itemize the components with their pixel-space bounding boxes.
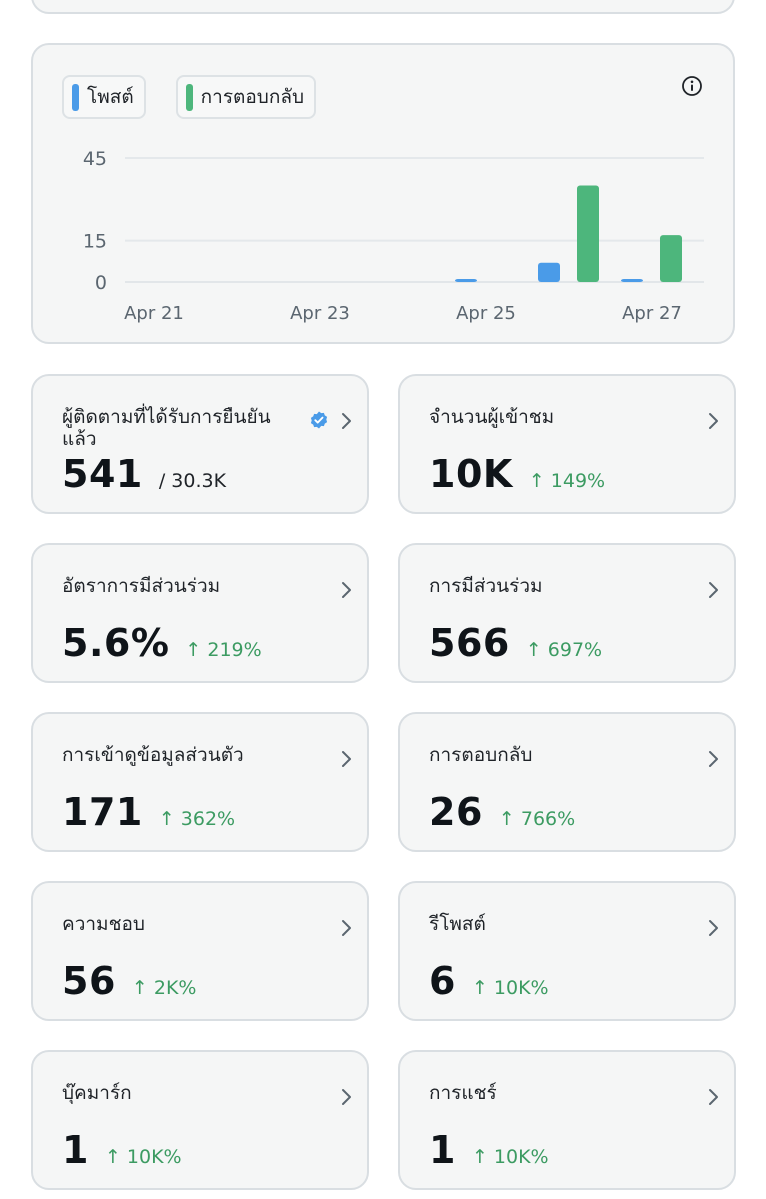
stat-card[interactable]: อัตราการมีส่วนร่วม 5.6% ↑ 219%	[31, 543, 369, 683]
stat-title: บุ๊คมาร์ก	[62, 1082, 132, 1104]
legend-posts-swatch	[72, 83, 79, 111]
stat-value-row: 56 ↑ 2K%	[62, 959, 196, 1003]
chevron-right-icon	[709, 751, 718, 767]
activity-chart-card: 45 15 0 Apr 21 Apr 23 Apr 25 Apr 27 โพสต์ การต…	[31, 43, 735, 344]
stat-value-row: 6 ↑ 10K%	[429, 959, 549, 1003]
stat-title: การตอบกลับ	[429, 744, 533, 766]
stat-value: 26	[429, 790, 483, 834]
stat-value-row: 541 / 30.3K	[62, 452, 226, 496]
legend-posts-label: โพสต์	[87, 86, 134, 108]
chevron-right-icon	[709, 413, 718, 429]
stat-value: 10K	[429, 452, 513, 496]
stat-value: 56	[62, 959, 116, 1003]
y-tick-label: 15	[83, 231, 107, 253]
chevron-right-icon	[342, 920, 351, 936]
legend-replies-swatch	[185, 83, 193, 111]
stat-card[interactable]: การแชร์ 1 ↑ 10K%	[398, 1050, 736, 1190]
chevron-right-icon	[709, 582, 718, 598]
info-icon[interactable]	[681, 75, 703, 97]
x-tick-label: Apr 27	[622, 303, 682, 324]
bar-posts	[538, 262, 560, 282]
stat-card[interactable]: จำนวนผู้เข้าชม 10K ↑ 149%	[398, 374, 736, 514]
stat-title: อัตราการมีส่วนร่วม	[62, 575, 221, 597]
stat-value: 5.6%	[62, 621, 170, 665]
stat-change: ↑ 362%	[158, 808, 236, 830]
stat-change: ↑ 2K%	[131, 977, 197, 999]
stat-title: จำนวนผู้เข้าชม	[429, 406, 555, 428]
stat-title: ความชอบ	[62, 913, 145, 935]
stat-value-row: 5.6% ↑ 219%	[62, 621, 262, 665]
chevron-right-icon	[342, 582, 351, 598]
stat-title: การเข้าดูข้อมูลส่วนตัว	[62, 744, 244, 766]
stat-change: ↑ 219%	[185, 639, 262, 661]
stat-value: 1	[62, 1128, 89, 1172]
stat-value-row: 566 ↑ 697%	[429, 621, 602, 665]
x-tick-label: Apr 23	[290, 303, 350, 324]
stat-title: ผู้ติดตามที่ได้รับการยืนยันแล้ว	[62, 406, 271, 450]
stat-change: ↑ 10K%	[104, 1146, 182, 1168]
stat-total: / 30.3K	[158, 470, 227, 492]
stat-change: ↑ 10K%	[471, 1146, 549, 1168]
stat-value: 1	[429, 1128, 456, 1172]
stat-card[interactable]: บุ๊คมาร์ก 1 ↑ 10K%	[31, 1050, 369, 1190]
stat-card[interactable]: การตอบกลับ 26 ↑ 766%	[398, 712, 736, 852]
chevron-right-icon	[709, 920, 718, 936]
stat-card[interactable]: การมีส่วนร่วม 566 ↑ 697%	[398, 543, 736, 683]
stat-change: ↑ 10K%	[471, 977, 549, 999]
stat-value-row: 26 ↑ 766%	[429, 790, 575, 834]
stat-value-row: 1 ↑ 10K%	[62, 1128, 182, 1172]
bar-replies	[577, 185, 599, 282]
stat-change: ↑ 697%	[525, 639, 603, 661]
stat-value: 566	[429, 621, 510, 665]
stat-card[interactable]: รีโพสต์ 6 ↑ 10K%	[398, 881, 736, 1021]
verified-badge-icon	[310, 411, 328, 429]
stat-change: ↑ 766%	[498, 808, 576, 830]
stat-value-row: 10K ↑ 149%	[429, 452, 605, 496]
activity-chart: 45 15 0 Apr 21 Apr 23 Apr 25 Apr 27	[83, 148, 704, 324]
chevron-right-icon	[709, 1089, 718, 1105]
legend-posts[interactable]: โพสต์	[62, 75, 146, 119]
legend-replies[interactable]: การตอบกลับ	[175, 75, 317, 119]
stat-title: การมีส่วนร่วม	[429, 575, 543, 597]
stat-card[interactable]: การเข้าดูข้อมูลส่วนตัว 171 ↑ 362%	[31, 712, 369, 852]
x-tick-label: Apr 25	[456, 303, 516, 324]
chart-legend: โพสต์ การตอบกลับ	[62, 75, 317, 119]
stat-change: ↑ 149%	[528, 470, 606, 492]
stat-title: การแชร์	[429, 1082, 497, 1104]
bar-posts	[621, 279, 643, 282]
y-tick-label: 0	[95, 272, 107, 294]
stat-card[interactable]: ความชอบ 56 ↑ 2K%	[31, 881, 369, 1021]
bar-posts	[455, 279, 477, 282]
stat-title: รีโพสต์	[429, 913, 486, 935]
stat-value: 171	[62, 790, 143, 834]
chevron-right-icon	[342, 751, 351, 767]
chevron-right-icon	[342, 413, 351, 429]
bar-replies	[660, 235, 682, 282]
x-tick-label: Apr 21	[124, 303, 184, 324]
stat-value: 6	[429, 959, 456, 1003]
y-tick-label: 45	[83, 148, 107, 170]
previous-card	[31, 0, 735, 14]
chevron-right-icon	[342, 1089, 351, 1105]
legend-replies-label: การตอบกลับ	[200, 86, 305, 108]
stat-value: 541	[62, 452, 143, 496]
stat-value-row: 171 ↑ 362%	[62, 790, 235, 834]
stat-value-row: 1 ↑ 10K%	[429, 1128, 549, 1172]
stat-card[interactable]: ผู้ติดตามที่ได้รับการยืนยันแล้ว 541 / 30.…	[31, 374, 369, 514]
